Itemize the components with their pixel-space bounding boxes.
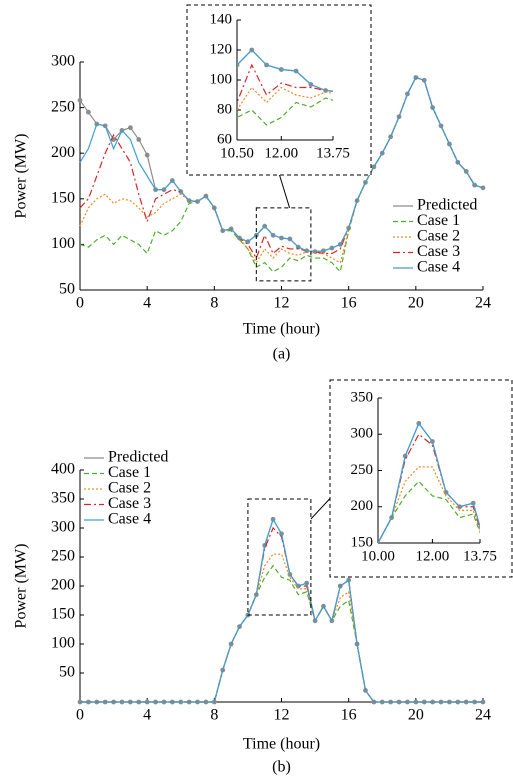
x-tick-label: 10.00 — [361, 548, 395, 564]
x-tick-label: 12.00 — [416, 548, 450, 564]
series-line — [237, 49, 333, 92]
y-tick-label: 200 — [51, 577, 75, 594]
series-line — [79, 76, 484, 253]
y-axis-label: Power (MW) — [13, 544, 30, 629]
x-tick-label: 12.00 — [264, 145, 298, 161]
y-tick-label: 120 — [210, 41, 233, 57]
x-tick-label: 16 — [341, 707, 357, 724]
point — [127, 125, 133, 131]
point — [85, 109, 91, 115]
y-tick-label: 200 — [51, 144, 75, 161]
y-tick-label: 140 — [210, 11, 233, 27]
y-axis-label: Power (MW) — [13, 134, 30, 219]
series-line — [237, 86, 333, 112]
y-tick-label: 150 — [51, 606, 75, 623]
legend-label: Predicted — [417, 197, 477, 214]
x-tick-label: 12 — [274, 707, 290, 724]
x-tick-label: 13.75 — [316, 145, 350, 161]
y-tick-label: 350 — [51, 490, 75, 507]
plot-series — [77, 516, 486, 705]
x-tick-label: 10.50 — [220, 145, 254, 161]
point — [144, 152, 150, 158]
x-axis-label: Time (hour) — [243, 736, 320, 753]
x-tick-label: 20 — [408, 295, 424, 312]
legend-label: Case 2 — [108, 480, 151, 497]
series-line — [378, 466, 480, 543]
series-line — [237, 63, 333, 104]
y-tick-label: 80 — [217, 101, 232, 117]
y-tick-label: 200 — [351, 498, 374, 514]
y-tick-label: 300 — [351, 426, 374, 442]
x-tick-label: 8 — [210, 295, 218, 312]
series-line — [378, 433, 480, 543]
caption: (b) — [272, 759, 291, 776]
y-tick-label: 100 — [51, 235, 75, 252]
x-tick-label: 12 — [274, 295, 290, 312]
inset-series — [378, 420, 480, 543]
y-tick-label: 250 — [351, 462, 374, 478]
legend-label: Case 3 — [417, 243, 460, 260]
x-tick-label: 8 — [210, 707, 218, 724]
point — [136, 137, 142, 142]
series-line — [237, 97, 333, 126]
x-tick-label: 4 — [143, 707, 151, 724]
x-tick-label: 0 — [76, 707, 84, 724]
series-line — [378, 422, 480, 543]
zoom-region — [255, 207, 312, 282]
y-tick-label: 250 — [51, 548, 75, 565]
x-tick-label: 4 — [143, 295, 151, 312]
connector — [310, 498, 331, 520]
x-axis-label: Time (hour) — [243, 321, 320, 338]
plot-series — [77, 75, 486, 274]
legend-label: Predicted — [108, 449, 168, 466]
legend-label: Case 3 — [108, 495, 151, 512]
x-tick-label: 13.75 — [463, 548, 497, 564]
y-tick-label: 400 — [51, 461, 75, 478]
x-tick-label: 24 — [475, 707, 491, 724]
y-tick-label: 250 — [51, 98, 75, 115]
x-tick-label: 0 — [76, 295, 84, 312]
legend-label: Case 4 — [417, 259, 460, 276]
zoom-region — [247, 498, 312, 616]
series-line — [378, 480, 480, 543]
point — [77, 97, 83, 103]
series-line — [80, 517, 483, 703]
caption: (a) — [273, 346, 291, 363]
y-tick-label: 50 — [59, 281, 75, 298]
series-line — [80, 564, 483, 703]
y-tick-label: 350 — [351, 389, 374, 405]
x-tick-label: 16 — [341, 295, 357, 312]
connector — [279, 174, 291, 209]
inset-frame — [329, 379, 513, 578]
y-tick-label: 150 — [351, 534, 374, 550]
y-tick-label: 60 — [217, 131, 232, 147]
x-tick-label: 20 — [408, 707, 424, 724]
legend-label: Case 2 — [417, 228, 460, 245]
legend-label: Case 4 — [108, 511, 151, 528]
y-tick-label: 300 — [51, 53, 75, 70]
legend-label: Case 1 — [417, 212, 460, 229]
y-tick-label: 100 — [51, 635, 75, 652]
legend-label: Case 1 — [108, 464, 151, 481]
y-tick-label: 50 — [59, 664, 75, 681]
x-tick-label: 24 — [475, 295, 491, 312]
y-tick-label: 150 — [51, 189, 75, 206]
y-tick-label: 100 — [210, 71, 233, 87]
y-tick-label: 300 — [51, 519, 75, 536]
inset-series — [237, 47, 333, 126]
